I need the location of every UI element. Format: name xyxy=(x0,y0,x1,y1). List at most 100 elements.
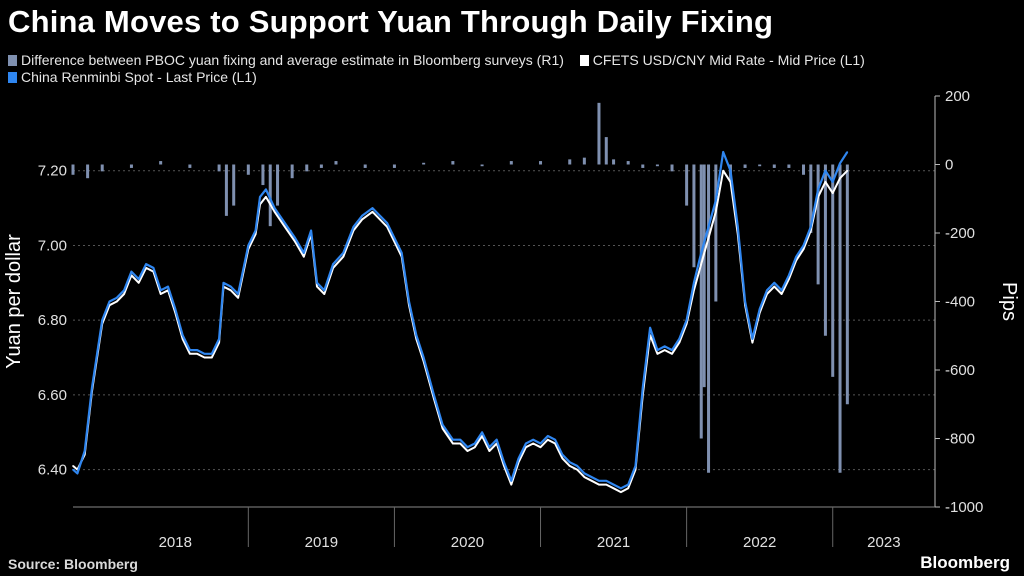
x-tick-4: 2022 xyxy=(743,534,776,551)
fixing-line-point-61 xyxy=(539,446,542,449)
spot-line-point-55 xyxy=(495,438,498,441)
diff-bar-37 xyxy=(707,164,711,473)
fixing-line-point-93 xyxy=(773,285,776,288)
right-tick-1: 0 xyxy=(945,157,953,174)
spot-line-point-21 xyxy=(222,282,225,284)
fixing-line-point-51 xyxy=(466,450,469,452)
spot-line-point-99 xyxy=(817,188,819,191)
spot-line-point-59 xyxy=(525,442,527,445)
diff-bar-5 xyxy=(188,164,192,168)
diff-bar-9 xyxy=(246,164,250,175)
spot-line-point-16 xyxy=(189,349,191,351)
spot-line-point-70 xyxy=(605,480,608,482)
fixing-line-point-39 xyxy=(371,211,374,213)
spot-line-point-56 xyxy=(503,461,505,463)
diff-bar-14 xyxy=(305,164,309,172)
spot-line-point-10 xyxy=(145,263,147,265)
fixing-line-point-48 xyxy=(441,427,444,430)
fixing-line-point-97 xyxy=(802,248,805,250)
spot-line-point-14 xyxy=(174,308,177,310)
fixing-line-point-103 xyxy=(846,169,849,172)
diff-bar-12 xyxy=(276,164,280,206)
diff-bar-24 xyxy=(568,159,572,165)
diff-bar-15 xyxy=(319,164,323,168)
x-tick-2: 2020 xyxy=(451,534,484,551)
spot-line-point-2 xyxy=(83,450,86,452)
spot-line-point-88 xyxy=(736,225,739,228)
diff-bar-42 xyxy=(772,164,776,168)
fixing-line-point-57 xyxy=(510,483,513,486)
legend-swatch-spot xyxy=(8,72,17,83)
fixing-line-point-15 xyxy=(181,338,184,340)
spot-line-point-40 xyxy=(379,214,381,217)
diff-bar-44 xyxy=(802,164,806,175)
spot-line-point-79 xyxy=(671,349,673,351)
fixing-line xyxy=(72,169,849,494)
spot-line-point-15 xyxy=(181,334,184,336)
legend-label-fixing: CFETS USD/CNY Mid Rate - Mid Price (L1) xyxy=(592,52,865,68)
spot-line-point-7 xyxy=(123,289,125,292)
legend-swatch-fixing xyxy=(579,55,589,66)
diff-bar-7 xyxy=(224,164,228,216)
spot-line-point-86 xyxy=(722,151,724,153)
spot-line-point-0 xyxy=(72,468,74,471)
fixing-line-point-80 xyxy=(678,341,681,344)
spot-line-point-90 xyxy=(751,338,754,340)
fixing-line-point-19 xyxy=(210,356,213,359)
diff-bar-17 xyxy=(363,164,367,168)
spot-line-point-80 xyxy=(678,338,681,340)
left-tick-2: 6.80 xyxy=(38,312,67,329)
fixing-line-point-49 xyxy=(452,442,454,445)
right-tick-0: 200 xyxy=(945,88,970,105)
fixing-line-point-70 xyxy=(605,483,608,486)
diff-bar-45 xyxy=(809,164,813,233)
spot-line-point-33 xyxy=(316,282,318,284)
spot-line-point-36 xyxy=(342,252,345,254)
diff-bar-8 xyxy=(232,164,236,206)
spot-line-point-27 xyxy=(265,188,267,191)
fixing-line-point-50 xyxy=(459,442,461,445)
spot-line-point-48 xyxy=(441,424,444,426)
fixing-line-point-69 xyxy=(598,483,600,486)
y-axis-title: Yuan per dollar xyxy=(3,234,25,369)
diff-bar-22 xyxy=(509,161,513,165)
spot-line-point-87 xyxy=(729,169,732,172)
spot-line-point-102 xyxy=(839,162,841,165)
diff-bar-48 xyxy=(831,164,835,377)
spot-line-point-18 xyxy=(203,353,206,355)
spot-line-point-20 xyxy=(218,338,220,340)
fixing-line-point-12 xyxy=(159,293,162,295)
fixing-line-point-30 xyxy=(294,240,296,243)
left-tick-1: 7.00 xyxy=(38,237,67,254)
spot-line-point-17 xyxy=(196,349,198,351)
fixing-line-point-64 xyxy=(561,457,564,460)
spot-line-point-103 xyxy=(846,151,849,153)
spot-line-point-72 xyxy=(620,487,622,490)
diff-bar-23 xyxy=(539,161,543,165)
diff-bar-18 xyxy=(392,164,396,168)
spot-line-point-28 xyxy=(273,207,276,209)
fixing-line-point-79 xyxy=(671,353,673,355)
spot-line-point-52 xyxy=(473,442,476,445)
spot-line-point-98 xyxy=(810,225,812,228)
fixing-line-point-16 xyxy=(189,353,191,355)
fixing-line-point-27 xyxy=(265,196,267,198)
fixing-line-point-59 xyxy=(525,446,527,449)
fixing-line-point-31 xyxy=(303,255,305,258)
fixing-line-point-65 xyxy=(568,465,571,467)
spot-line-point-26 xyxy=(259,196,261,198)
spot-line-point-58 xyxy=(517,457,520,460)
diff-bar-38 xyxy=(714,164,718,302)
fixing-line-point-7 xyxy=(123,293,125,295)
spot-line-point-67 xyxy=(583,472,586,475)
fixing-line-point-94 xyxy=(780,293,783,295)
spot-line-point-24 xyxy=(247,244,250,247)
spot-line-point-53 xyxy=(481,431,483,434)
diff-bar-43 xyxy=(787,164,791,168)
spot-line-point-43 xyxy=(400,252,403,254)
spot-line-point-4 xyxy=(101,319,104,321)
right-tick-6: -1000 xyxy=(945,499,983,516)
spot-line-point-92 xyxy=(766,289,768,292)
diff-bar-32 xyxy=(670,164,674,172)
spot-line-point-54 xyxy=(488,446,491,449)
